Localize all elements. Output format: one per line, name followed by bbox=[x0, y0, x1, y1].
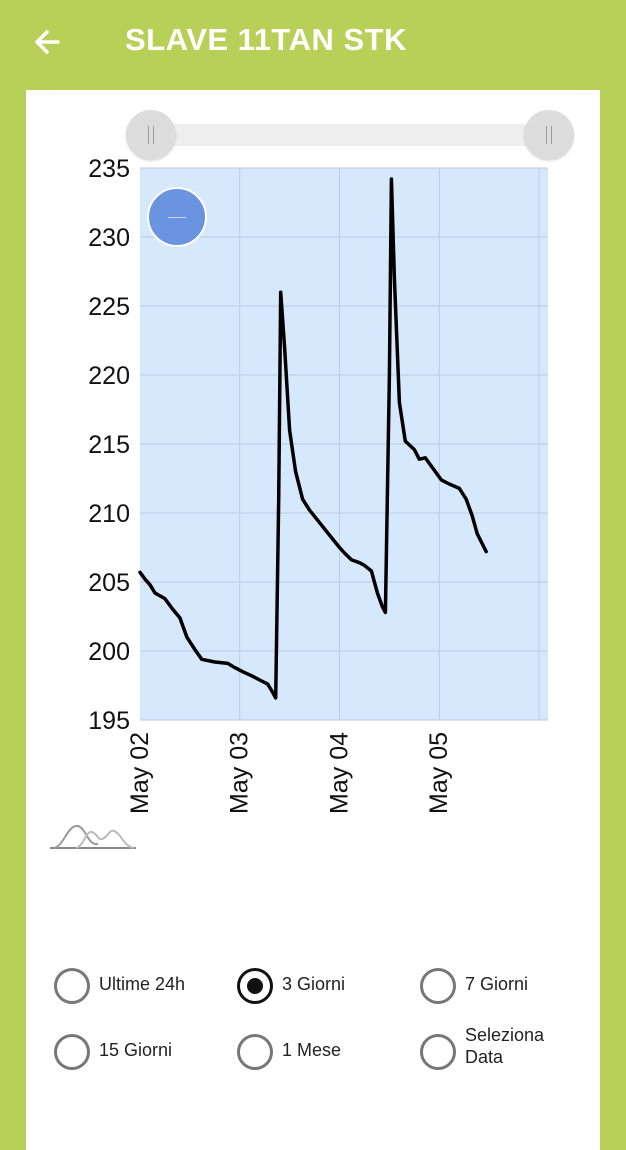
y-tick-label: 200 bbox=[88, 638, 130, 666]
radio-option-3-days[interactable]: 3 Giorni bbox=[237, 968, 397, 1008]
radio-button[interactable] bbox=[420, 1034, 456, 1070]
y-tick-label: 215 bbox=[88, 431, 130, 459]
arrow-left-icon bbox=[35, 30, 60, 54]
radio-label: 7 Giorni bbox=[465, 974, 529, 994]
range-slider-track[interactable] bbox=[150, 124, 550, 146]
x-tick-label: May 05 bbox=[425, 732, 453, 814]
y-tick-label: 210 bbox=[88, 500, 130, 528]
zoom-out-icon bbox=[168, 217, 186, 218]
chart-type-toggle-button[interactable] bbox=[48, 818, 138, 852]
radio-option-7-days[interactable]: 7 Giorni bbox=[420, 968, 580, 1008]
radio-label: Seleziona Data bbox=[465, 1025, 545, 1067]
y-tick-label: 225 bbox=[88, 293, 130, 321]
radio-label: Ultime 24h bbox=[99, 974, 186, 994]
app-bar: SLAVE 11TAN STK bbox=[0, 0, 626, 88]
zoom-out-button[interactable] bbox=[147, 187, 207, 247]
x-tick-label: May 02 bbox=[126, 732, 154, 814]
radio-option-15-days[interactable]: 15 Giorni bbox=[54, 1034, 214, 1074]
line-chart[interactable]: 195 200 205 210 215 220 225 230 235 May 02 May 03 M… bbox=[0, 150, 626, 830]
y-tick-label: 220 bbox=[88, 362, 130, 390]
radio-option-select-date[interactable]: Seleziona Data bbox=[420, 1025, 590, 1074]
x-tick-label: May 03 bbox=[226, 732, 254, 814]
y-tick-label: 230 bbox=[88, 224, 130, 252]
range-slider-start-handle[interactable] bbox=[126, 110, 176, 160]
radio-label: 1 Mese bbox=[282, 1040, 342, 1060]
y-tick-label: 205 bbox=[88, 569, 130, 597]
radio-button[interactable] bbox=[237, 968, 273, 1004]
radio-label: 15 Giorni bbox=[99, 1040, 173, 1060]
radio-button[interactable] bbox=[237, 1034, 273, 1070]
x-tick-label: May 04 bbox=[325, 732, 353, 814]
page-title: SLAVE 11TAN STK bbox=[125, 22, 407, 57]
area-chart-icon bbox=[50, 824, 136, 849]
series-line bbox=[138, 177, 488, 700]
radio-button[interactable] bbox=[54, 968, 90, 1004]
back-button[interactable] bbox=[30, 24, 66, 60]
radio-label: 3 Giorni bbox=[282, 974, 346, 994]
y-tick-label: 235 bbox=[88, 155, 130, 183]
range-slider-end-handle[interactable] bbox=[524, 110, 574, 160]
radio-button[interactable] bbox=[420, 968, 456, 1004]
radio-button[interactable] bbox=[54, 1034, 90, 1070]
y-tick-label: 195 bbox=[88, 707, 130, 735]
radio-option-1-month[interactable]: 1 Mese bbox=[237, 1034, 397, 1074]
radio-option-24h[interactable]: Ultime 24h bbox=[54, 968, 214, 1008]
